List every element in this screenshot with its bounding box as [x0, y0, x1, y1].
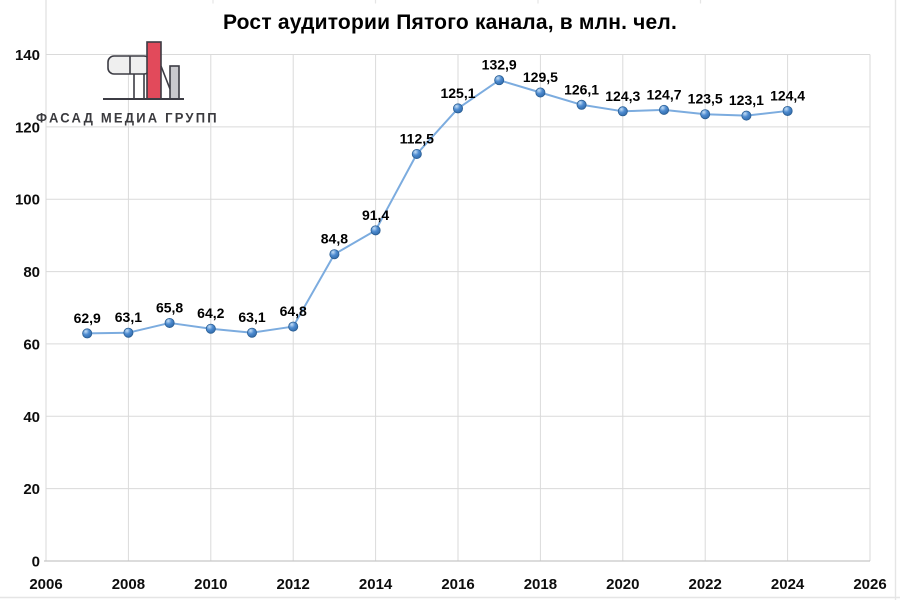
data-label: 123,5	[688, 91, 723, 107]
data-label: 125,1	[440, 85, 475, 101]
data-point	[123, 327, 134, 338]
data-label: 126,1	[564, 81, 599, 97]
x-tick-label: 2020	[606, 576, 639, 593]
data-point	[329, 249, 340, 260]
series-line	[86, 79, 789, 335]
x-tick-label: 2026	[853, 576, 886, 593]
x-tick-label: 2016	[441, 576, 474, 593]
logo-text: ФАСАД МЕДИА ГРУПП	[36, 109, 219, 126]
data-point	[288, 321, 299, 332]
data-point	[741, 110, 752, 121]
y-tick-label: 0	[32, 554, 40, 571]
x-tick-label: 2010	[194, 576, 227, 593]
logo-mark-icon	[103, 41, 184, 100]
data-point	[164, 317, 175, 328]
y-tick-label: 140	[15, 47, 40, 64]
data-label: 63,1	[115, 309, 142, 325]
data-point	[494, 75, 505, 86]
fasad-media-group-logo: ФАСАД МЕДИА ГРУПП	[36, 33, 219, 126]
data-label: 124,4	[770, 87, 805, 103]
data-label: 64,8	[280, 303, 307, 319]
data-label: 129,5	[523, 69, 558, 85]
data-label: 123,1	[729, 92, 764, 108]
x-tick-label: 2022	[689, 576, 722, 593]
data-point	[617, 106, 628, 117]
x-tick-label: 2014	[359, 576, 393, 593]
data-label: 112,5	[400, 130, 434, 146]
data-label: 62,9	[74, 310, 101, 326]
data-point	[205, 323, 216, 334]
data-label: 65,8	[156, 299, 183, 315]
data-point	[782, 105, 793, 116]
chart-title: Рост аудитории Пятого канала, в млн. чел…	[223, 11, 677, 34]
data-point	[700, 109, 711, 120]
data-label: 63,1	[238, 309, 265, 325]
data-point	[576, 99, 587, 110]
x-tick-label: 2018	[524, 576, 557, 593]
data-point	[370, 225, 381, 236]
y-tick-label: 80	[23, 264, 40, 281]
x-tick-label: 2006	[29, 576, 62, 593]
data-label: 132,9	[482, 57, 517, 73]
y-tick-label: 60	[23, 336, 40, 353]
x-tick-label: 2012	[277, 576, 310, 593]
data-point	[452, 103, 463, 114]
data-point	[246, 327, 257, 338]
x-tick-label: 2024	[771, 576, 805, 593]
data-label: 84,8	[321, 231, 348, 247]
data-point	[659, 104, 670, 115]
data-point	[82, 328, 93, 339]
data-label: 124,3	[605, 88, 640, 104]
data-point	[535, 87, 546, 98]
y-tick-label: 40	[23, 409, 40, 426]
data-point	[411, 148, 422, 159]
x-tick-label: 2008	[112, 576, 145, 593]
y-tick-label: 120	[15, 119, 40, 136]
data-label: 64,2	[197, 305, 224, 321]
y-tick-label: 20	[23, 481, 40, 498]
y-tick-label: 100	[15, 192, 40, 209]
data-label: 91,4	[362, 207, 389, 223]
data-label: 124,7	[646, 86, 681, 102]
